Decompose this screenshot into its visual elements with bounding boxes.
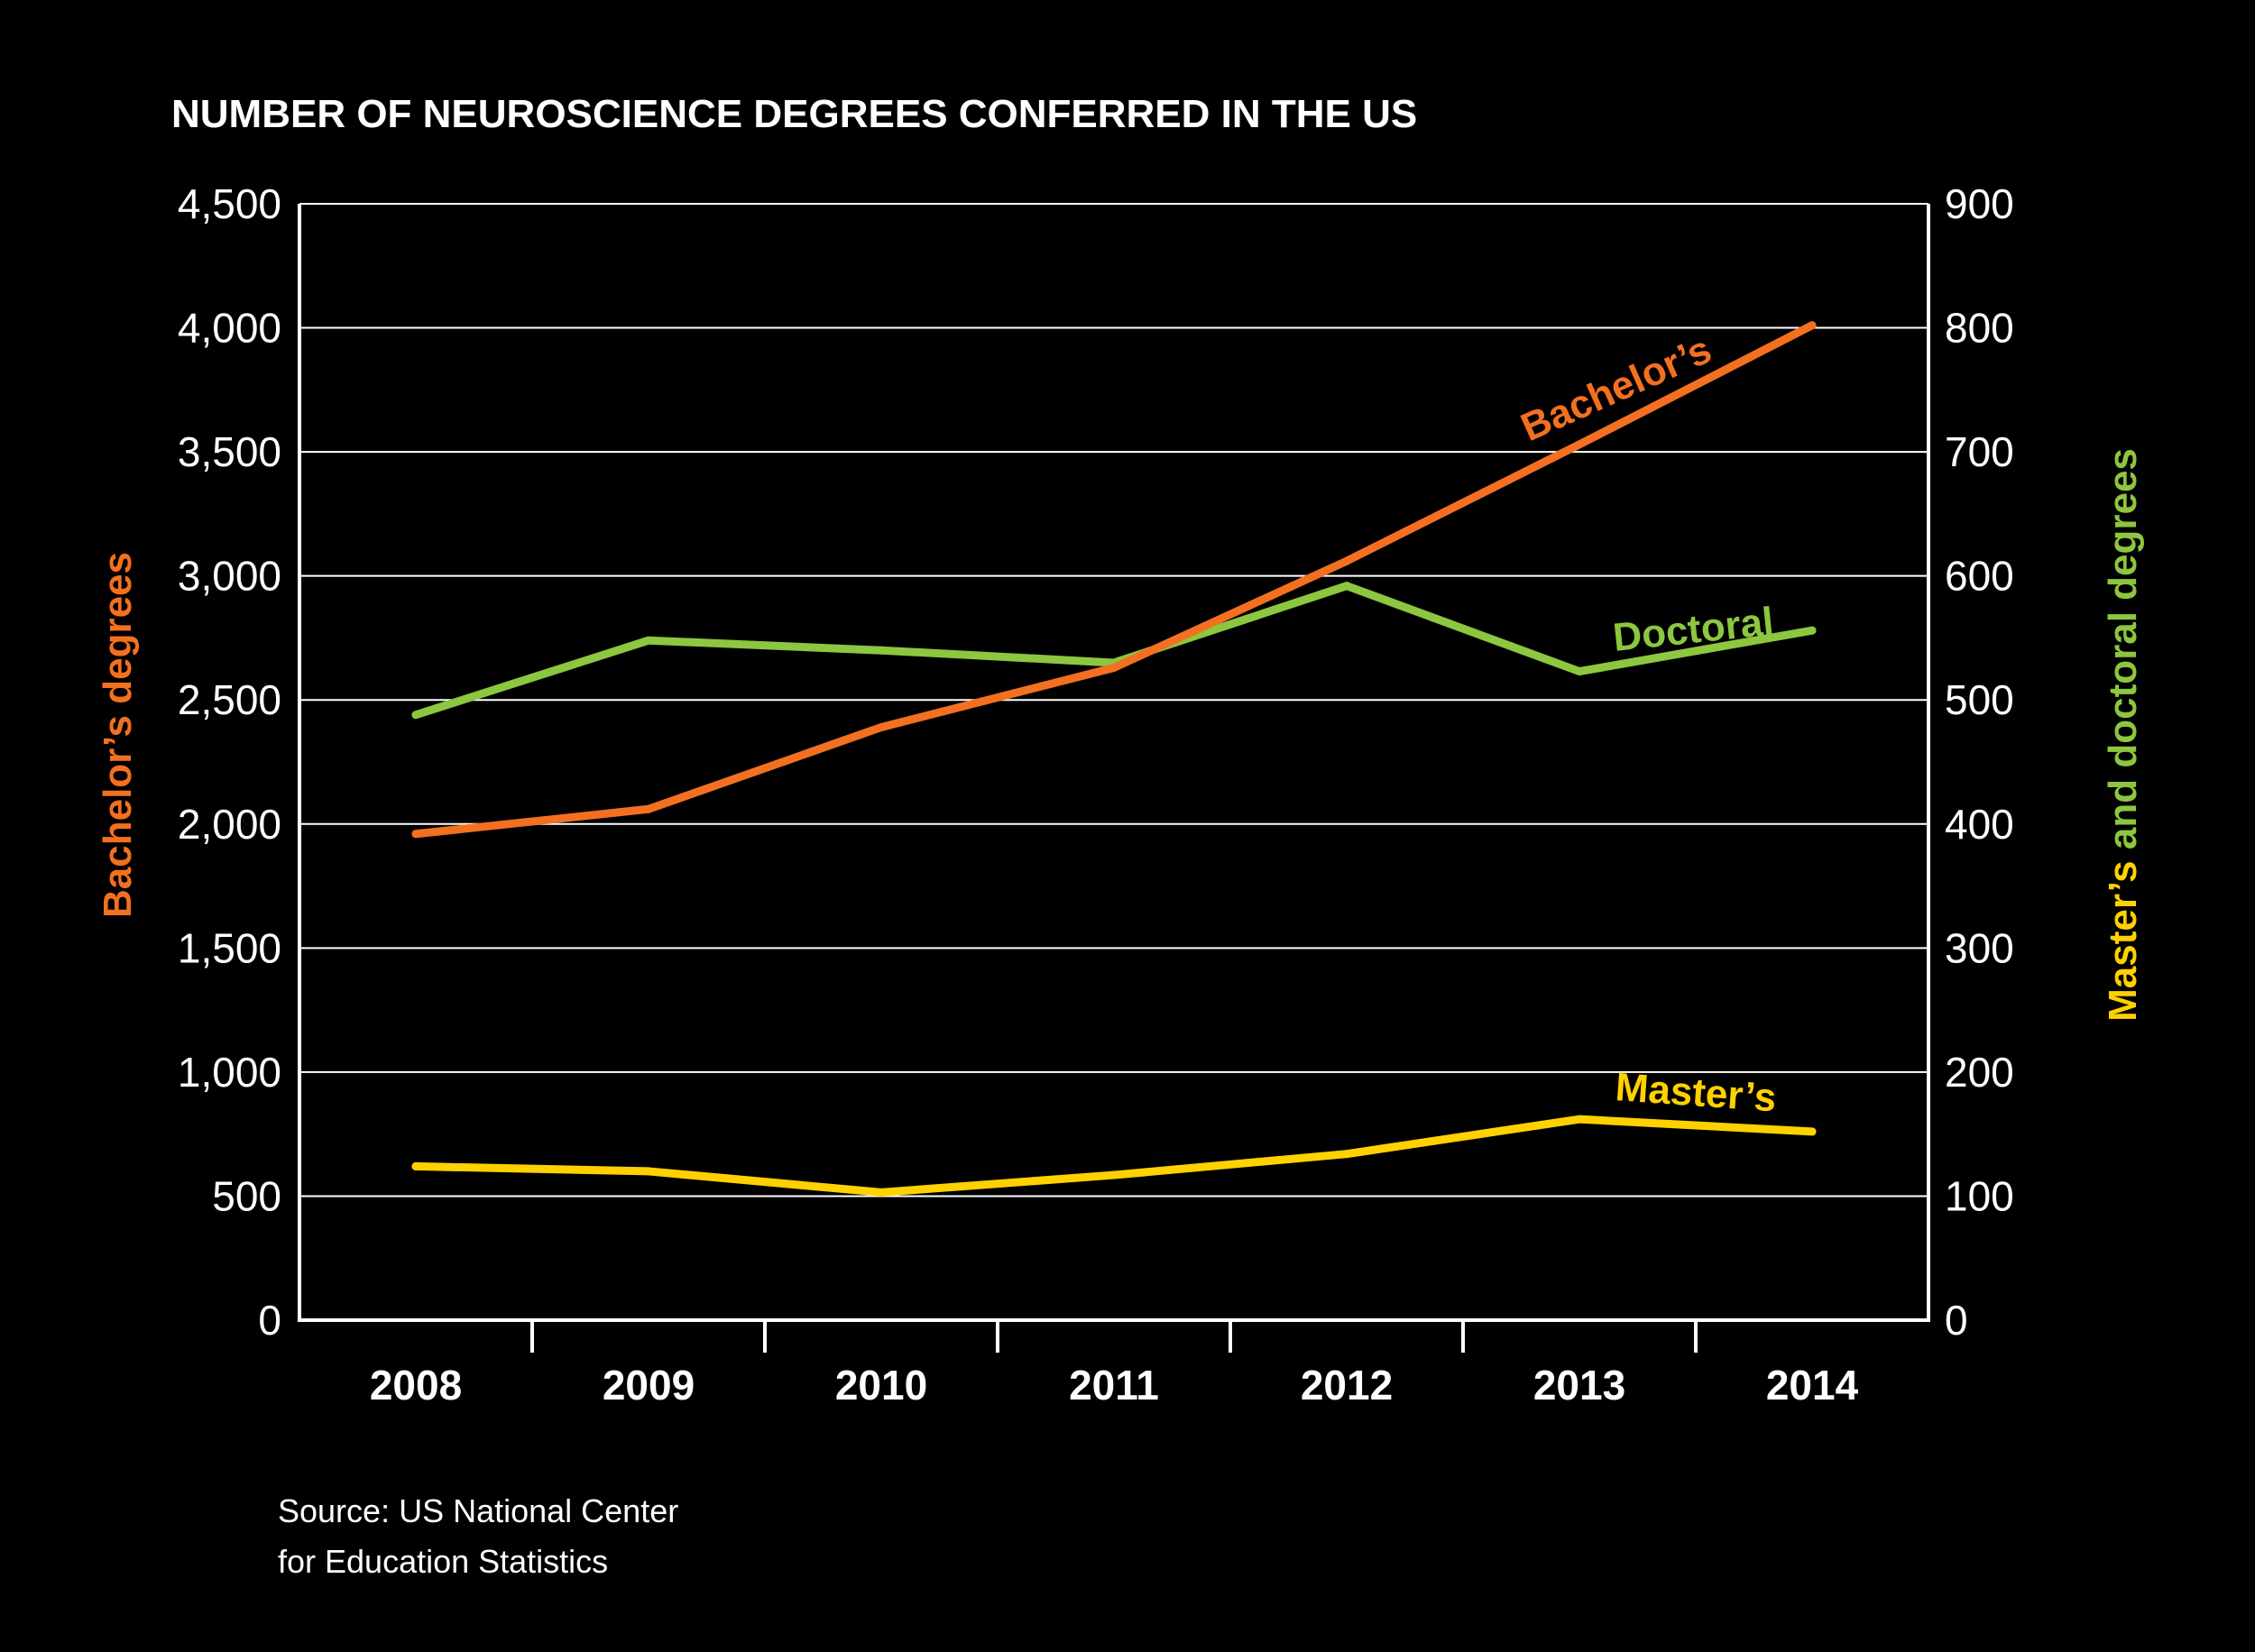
x-tick-label: 2012 (1301, 1362, 1393, 1409)
right-axis-title-doctoral: doctoral degrees (2101, 448, 2145, 768)
right-tick-label: 800 (1945, 305, 2014, 352)
right-axis-title-masters: Master’s (2101, 860, 2145, 1022)
gridlines (299, 203, 1928, 1198)
data-point (1575, 1115, 1584, 1124)
left-tick-label: 3,500 (178, 428, 281, 475)
data-point (411, 711, 420, 720)
source-line-1: Source: US National Center (278, 1492, 679, 1529)
series-label-doctoral: Doctoral (1611, 600, 1776, 660)
left-axis-title: Bachelor’s degrees (96, 552, 140, 918)
data-point (1575, 667, 1584, 676)
data-point (1808, 1127, 1817, 1136)
x-tick-label: 2010 (835, 1362, 927, 1409)
data-point (1109, 1170, 1118, 1179)
data-point (644, 804, 653, 813)
left-tick-label: 1,500 (178, 924, 281, 971)
right-tick-label: 300 (1945, 924, 2014, 971)
right-tick-label: 0 (1945, 1297, 1968, 1344)
data-point (1808, 321, 1817, 330)
data-point (1342, 582, 1351, 591)
right-tick-label: 500 (1945, 676, 2014, 723)
data-point (877, 722, 886, 731)
left-tick-label: 1,000 (178, 1049, 281, 1096)
data-point (1342, 556, 1351, 565)
left-tick-label: 0 (258, 1297, 281, 1344)
series-line-masters (411, 1115, 1817, 1197)
right-axis-ticks: 0 100 200 300 400 500 600 700 800 900 (1945, 180, 2014, 1344)
chart-title: NUMBER OF NEUROSCIENCE DEGREES CONFERRED… (171, 92, 1417, 136)
x-tick-label: 2014 (1766, 1362, 1859, 1409)
source-line-2: for Education Statistics (278, 1543, 609, 1580)
right-tick-label: 400 (1945, 801, 2014, 848)
series-line-doctoral (411, 582, 1817, 720)
right-tick-label: 700 (1945, 428, 2014, 475)
left-axis-ticks: 0 500 1,000 1,500 2,000 2,500 3,000 3,500 4,000 4… (178, 180, 281, 1344)
right-tick-label: 600 (1945, 553, 2014, 600)
data-point (1808, 626, 1817, 635)
data-point (644, 636, 653, 645)
data-point (877, 646, 886, 655)
x-tick-label: 2013 (1533, 1362, 1625, 1409)
series-lines (411, 321, 1817, 1197)
data-point (1575, 440, 1584, 449)
data-point (877, 1188, 886, 1197)
left-tick-label: 4,500 (178, 180, 281, 227)
data-point (411, 830, 420, 839)
left-tick-label: 2,500 (178, 676, 281, 723)
right-tick-label: 900 (1945, 180, 2014, 227)
right-axis-title-and: and (2101, 768, 2145, 861)
x-axis-ticks: 2008 2009 2010 2011 2012 2013 2014 (370, 1320, 1859, 1409)
source-note: Source: US National Center for Education… (278, 1486, 678, 1587)
right-tick-label: 100 (1945, 1172, 2014, 1219)
x-tick-label: 2011 (1069, 1362, 1159, 1409)
right-tick-label: 200 (1945, 1049, 2014, 1096)
right-axis-title: Master’s and doctoral degrees (2101, 448, 2145, 1022)
left-tick-label: 4,000 (178, 305, 281, 352)
left-tick-label: 3,000 (178, 553, 281, 600)
data-point (1109, 663, 1118, 672)
x-tick-label: 2009 (603, 1362, 695, 1409)
data-point (1342, 1150, 1351, 1159)
data-point (644, 1167, 653, 1176)
x-tick-label: 2008 (370, 1362, 462, 1409)
data-point (411, 1161, 420, 1170)
left-tick-label: 2,000 (178, 801, 281, 848)
series-label-masters: Master’s (1614, 1065, 1778, 1120)
left-tick-label: 500 (212, 1172, 281, 1219)
